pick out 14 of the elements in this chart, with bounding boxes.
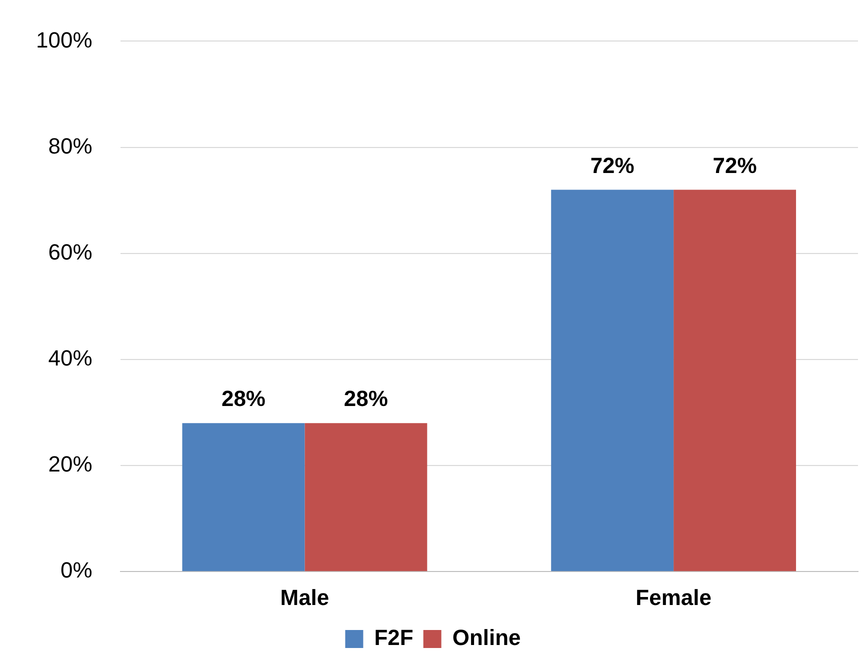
y-tick-label: 40% <box>48 346 92 371</box>
y-tick-label: 0% <box>60 558 92 583</box>
y-tick-label: 60% <box>48 239 92 264</box>
data-label: 72% <box>590 152 634 178</box>
y-tick-label: 20% <box>48 452 92 477</box>
y-tick-label: 80% <box>48 133 92 158</box>
data-label: 28% <box>221 386 266 412</box>
data-label: 72% <box>712 152 757 178</box>
data-label: 28% <box>344 386 388 412</box>
legend-label: Online <box>452 625 521 650</box>
x-tick-label: Female <box>636 584 712 610</box>
legend-label: F2F <box>374 625 414 650</box>
x-tick-label: Male <box>280 584 330 610</box>
y-tick-label: 100% <box>36 27 92 52</box>
